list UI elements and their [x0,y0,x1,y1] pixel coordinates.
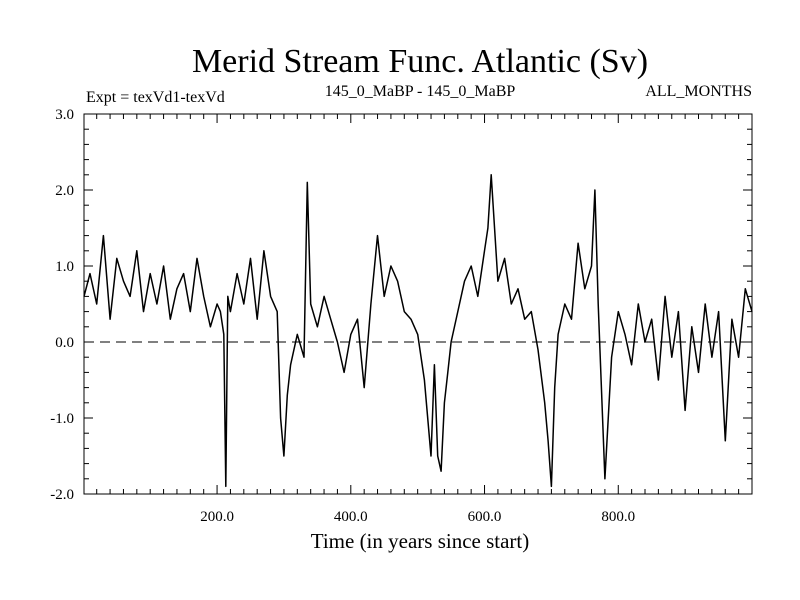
x-tick-label: 400.0 [334,509,368,525]
x-tick-label: 200.0 [200,509,234,525]
plot-frame [83,113,753,495]
y-tick-label: 0.0 [55,335,74,351]
series-line [83,174,753,488]
x-tick-label: 800.0 [601,509,635,525]
y-tick-label: 2.0 [55,183,74,199]
chart-title: Merid Stream Func. Atlantic (Sv) [192,43,648,80]
subtitle-months: ALL_MONTHS [645,83,752,100]
plot-area: -2.0 -1.0 0.0 1.0 2.0 3.0 200.0 400.0 600.0 800.0 [50,107,753,525]
y-tick-label: -1.0 [50,411,74,427]
subtitle-experiment: Expt = texVd1-texVd [86,89,225,106]
y-tick-label: 1.0 [55,259,74,275]
y-tick-label: 3.0 [55,107,74,123]
x-tick-label: 600.0 [468,509,502,525]
x-axis-label: Time (in years since start) [311,529,530,553]
subtitle-period: 145_0_MaBP - 145_0_MaBP [325,83,516,100]
y-tick-label: -2.0 [50,487,74,503]
